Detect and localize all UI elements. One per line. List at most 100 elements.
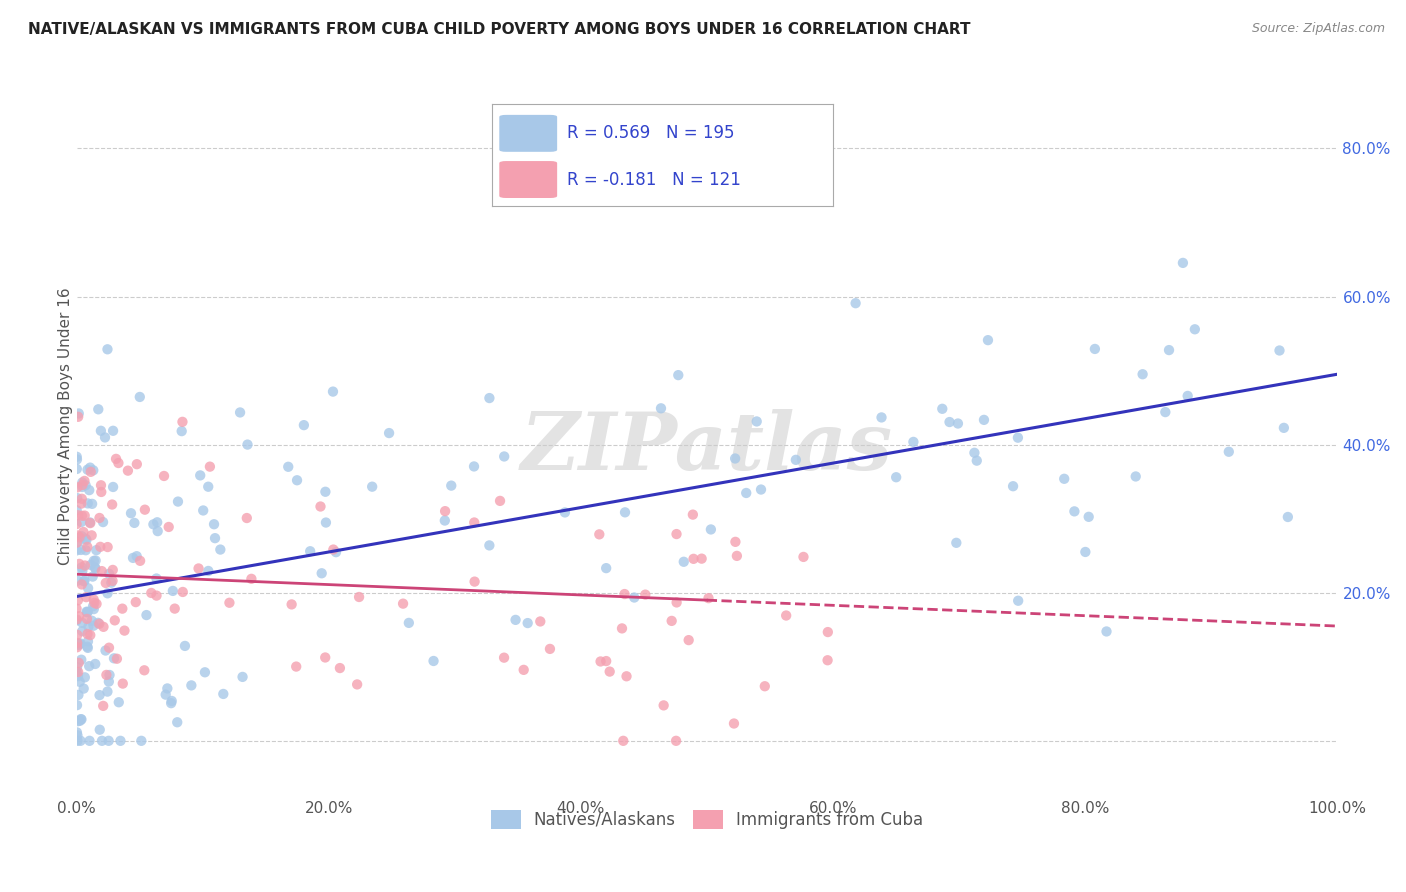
Legend: Natives/Alaskans, Immigrants from Cuba: Natives/Alaskans, Immigrants from Cuba xyxy=(484,803,929,836)
Point xyxy=(96,684,118,698)
Point xyxy=(66,714,89,729)
Point xyxy=(1272,421,1295,435)
Point xyxy=(1074,545,1097,559)
Point xyxy=(65,601,87,615)
Point xyxy=(76,627,98,641)
Y-axis label: Child Poverty Among Boys Under 16: Child Poverty Among Boys Under 16 xyxy=(58,287,73,565)
Point xyxy=(172,415,194,429)
Point xyxy=(96,343,118,357)
Point xyxy=(75,590,97,604)
Point xyxy=(66,612,89,626)
Point xyxy=(1007,431,1029,445)
Point xyxy=(167,494,190,508)
Point xyxy=(146,524,169,538)
Point xyxy=(198,459,221,474)
Point xyxy=(218,596,240,610)
Point xyxy=(107,695,129,709)
Point xyxy=(84,561,107,575)
Point xyxy=(72,615,94,630)
Point xyxy=(84,553,107,567)
Point xyxy=(72,624,94,639)
Point xyxy=(70,497,93,511)
Point xyxy=(153,469,176,483)
Point xyxy=(174,639,197,653)
Point xyxy=(661,614,683,628)
Point xyxy=(292,418,315,433)
Point xyxy=(66,491,89,505)
Point xyxy=(91,515,114,529)
Point xyxy=(94,430,117,444)
Point xyxy=(66,728,89,742)
Point xyxy=(122,550,145,565)
Point xyxy=(120,506,142,520)
Point xyxy=(315,516,337,530)
Point xyxy=(188,468,211,483)
Point xyxy=(77,483,100,497)
Point xyxy=(67,688,90,702)
Point xyxy=(884,470,907,484)
Point xyxy=(97,734,120,748)
Point xyxy=(463,516,485,530)
Point xyxy=(70,515,93,529)
Point xyxy=(76,640,98,655)
Point xyxy=(105,451,128,466)
Point xyxy=(478,538,501,552)
Point xyxy=(700,523,723,537)
Point xyxy=(101,574,124,588)
Point xyxy=(66,660,89,674)
Point xyxy=(65,543,87,558)
Point xyxy=(70,560,93,574)
Point xyxy=(398,615,420,630)
Point xyxy=(98,566,121,581)
Point xyxy=(76,605,98,619)
Point xyxy=(202,517,225,532)
Point xyxy=(70,480,93,494)
Point xyxy=(494,450,516,464)
Point xyxy=(280,598,302,612)
Point xyxy=(329,661,352,675)
Point xyxy=(478,391,501,405)
Point xyxy=(134,663,156,677)
Point xyxy=(616,669,638,683)
Point xyxy=(599,665,621,679)
Point xyxy=(70,577,93,591)
Point xyxy=(131,734,153,748)
Point xyxy=(89,540,111,554)
Point xyxy=(963,446,986,460)
Point xyxy=(82,497,104,511)
Point xyxy=(347,590,370,604)
Point xyxy=(80,614,103,628)
Point xyxy=(749,483,772,497)
Point xyxy=(67,409,90,424)
Point xyxy=(91,698,114,713)
Point xyxy=(678,633,700,648)
Point xyxy=(73,574,96,589)
Point xyxy=(665,734,688,748)
Point xyxy=(614,505,637,519)
Point xyxy=(516,616,538,631)
Point xyxy=(89,511,111,525)
Point xyxy=(70,713,93,727)
Point xyxy=(160,694,183,708)
Point xyxy=(89,616,111,631)
Point xyxy=(172,585,194,599)
Point xyxy=(90,424,112,438)
Point xyxy=(285,473,308,487)
Point xyxy=(588,527,610,541)
Point xyxy=(134,502,156,516)
Point xyxy=(66,462,89,476)
Point xyxy=(157,520,180,534)
Point xyxy=(392,597,415,611)
Point xyxy=(110,734,132,748)
Point xyxy=(723,716,745,731)
Point xyxy=(66,480,89,494)
Point xyxy=(232,670,254,684)
Point xyxy=(156,681,179,696)
Point xyxy=(66,535,89,549)
Point xyxy=(77,634,100,648)
Point xyxy=(977,333,1000,347)
Point xyxy=(86,597,108,611)
Point xyxy=(489,494,512,508)
Point xyxy=(67,637,90,651)
Point xyxy=(1007,593,1029,607)
